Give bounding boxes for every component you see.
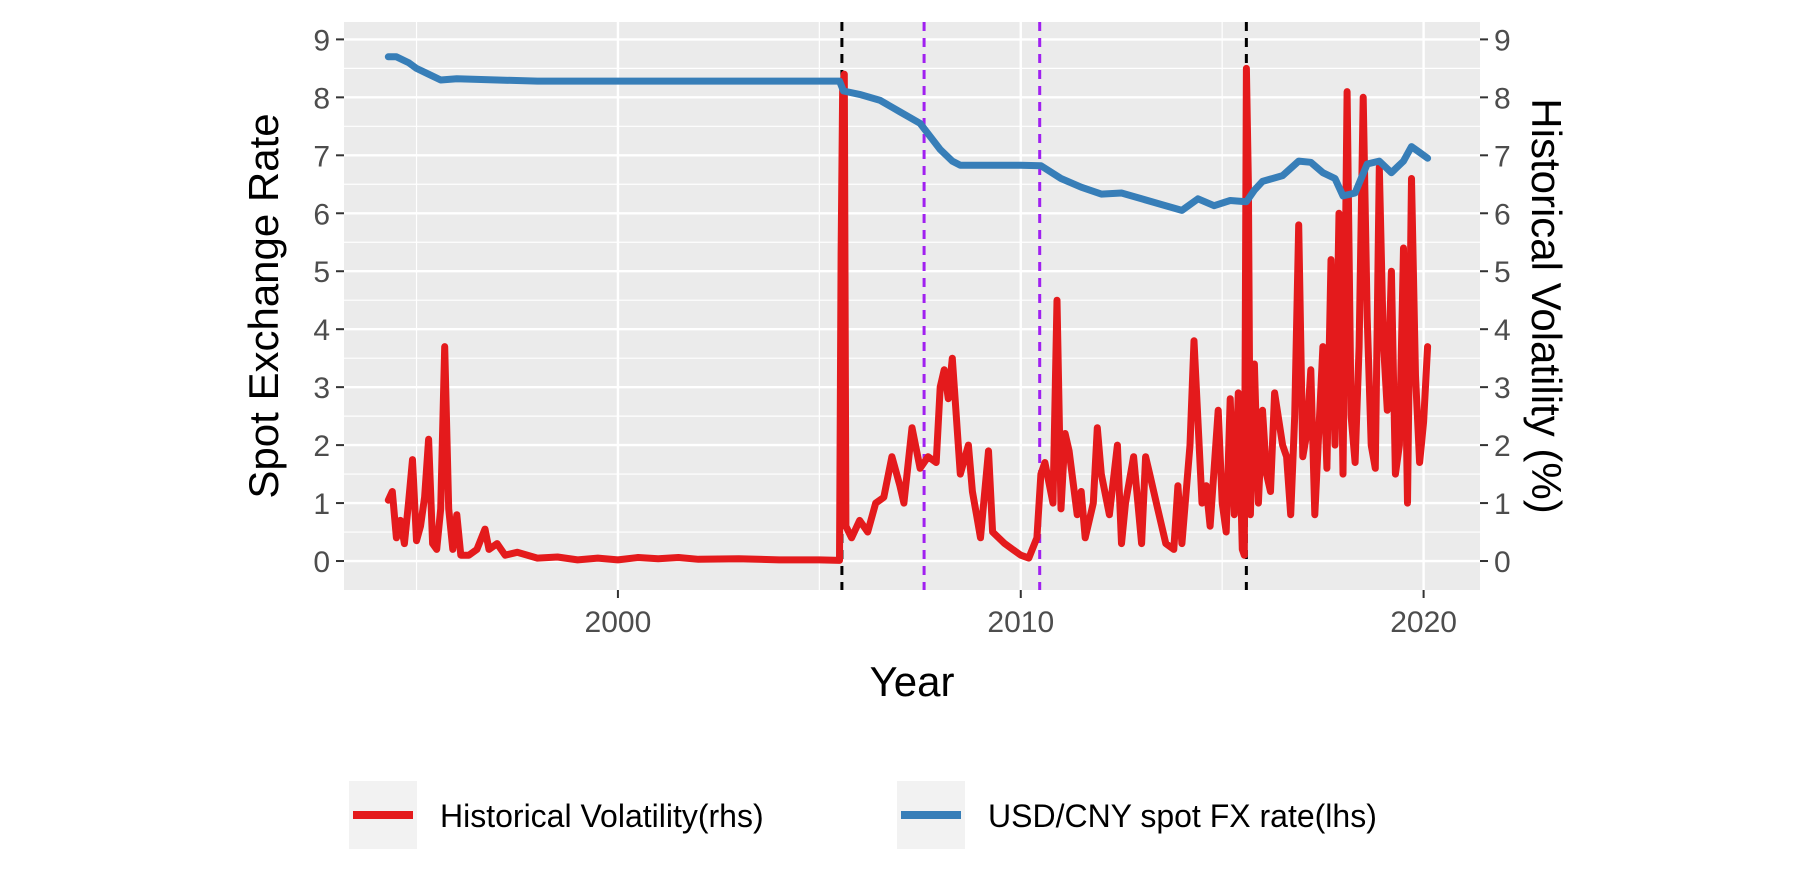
y-left-tick-label: 3 — [313, 372, 330, 405]
y-left-tick-label: 7 — [313, 140, 330, 173]
y-axis-right-title: Historical Volatility (%) — [1523, 98, 1570, 513]
legend-label-fx: USD/CNY spot FX rate(lhs) — [988, 798, 1377, 834]
x-tick-label: 2010 — [987, 606, 1054, 639]
y-right-tick-label: 7 — [1494, 140, 1511, 173]
legend-label-volatility: Historical Volatility(rhs) — [440, 798, 764, 834]
x-tick-label: 2000 — [585, 606, 652, 639]
y-left-tick-label: 4 — [313, 314, 330, 347]
x-axis-title: Year — [870, 658, 955, 705]
series-line-fx — [384, 53, 1432, 214]
series-line-volatility — [384, 64, 1432, 564]
y-axis-right: 0 1 2 3 4 5 6 7 8 9 — [1480, 24, 1511, 579]
legend: Historical Volatility(rhs) USD/CNY spot … — [349, 781, 1377, 849]
x-tick-label: 2020 — [1390, 606, 1457, 639]
x-axis: 2000 2010 2020 — [585, 590, 1457, 639]
y-left-tick-label: 6 — [313, 198, 330, 231]
y-left-tick-label: 9 — [313, 24, 330, 57]
y-right-tick-label: 1 — [1494, 488, 1511, 521]
grid-minor — [344, 22, 1480, 590]
y-left-tick-label: 2 — [313, 430, 330, 463]
y-left-tick-label: 1 — [313, 488, 330, 521]
y-right-tick-label: 2 — [1494, 430, 1511, 463]
y-left-tick-label: 8 — [313, 82, 330, 115]
y-axis-left: 0 1 2 3 4 5 6 7 8 9 — [313, 24, 344, 579]
series-layer — [384, 53, 1432, 564]
y-right-tick-label: 6 — [1494, 198, 1511, 231]
y-right-tick-label: 5 — [1494, 256, 1511, 289]
y-right-tick-label: 9 — [1494, 24, 1511, 57]
plot-panel — [344, 22, 1480, 590]
y-left-tick-label: 0 — [313, 546, 330, 579]
y-axis-left-title: Spot Exchange Rate — [240, 113, 287, 498]
y-left-tick-label: 5 — [313, 256, 330, 289]
y-right-tick-label: 0 — [1494, 546, 1511, 579]
y-right-tick-label: 3 — [1494, 372, 1511, 405]
y-right-tick-label: 4 — [1494, 314, 1511, 347]
y-right-tick-label: 8 — [1494, 82, 1511, 115]
